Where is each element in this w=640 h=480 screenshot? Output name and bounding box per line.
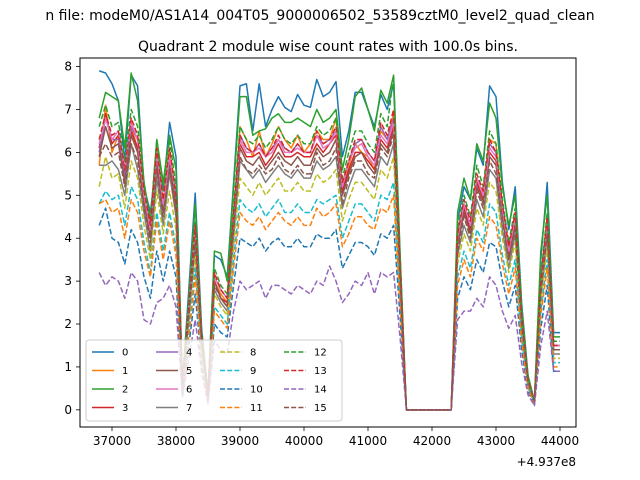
series-line-14 [98, 265, 560, 411]
y-tick-label: 7 [64, 102, 72, 116]
y-tick-label: 3 [64, 274, 72, 288]
legend-label-0: 0 [122, 348, 128, 359]
x-axis: 37000 38000 39000 40000 41000 42000 43000 44000 [93, 427, 579, 448]
x-tick-label: 43000 [477, 434, 515, 448]
series-layer [98, 70, 560, 411]
legend-label-12: 12 [314, 348, 327, 359]
series-line-10 [98, 207, 560, 411]
series-line-15 [98, 134, 560, 411]
legend-label-1: 1 [122, 366, 128, 377]
series-line-11 [98, 194, 560, 411]
legend-label-13: 13 [314, 366, 327, 377]
series-line-0 [98, 70, 560, 411]
legend-label-10: 10 [250, 385, 263, 396]
figure-suptitle: n file: modeM0/AS1A14_004T05_9000006502_… [45, 8, 594, 24]
y-tick-label: 4 [64, 231, 72, 245]
series-line-2 [98, 72, 560, 411]
y-tick-label: 8 [64, 60, 72, 74]
chart-title: Quadrant 2 module wise count rates with … [138, 39, 518, 55]
y-axis: 0 1 2 3 4 5 6 7 8 [64, 60, 80, 417]
series-line-13 [98, 108, 560, 411]
y-tick-label: 1 [64, 360, 72, 374]
legend-label-4: 4 [186, 348, 192, 359]
legend-label-5: 5 [186, 366, 192, 377]
legend-label-8: 8 [250, 348, 256, 359]
legend-label-15: 15 [314, 403, 327, 414]
x-tick-label: 44000 [541, 434, 579, 448]
y-tick-label: 5 [64, 188, 72, 202]
legend-label-2: 2 [122, 385, 128, 396]
y-tick-label: 6 [64, 145, 72, 159]
legend-label-9: 9 [250, 366, 256, 377]
x-offset-label: +4.937e8 [517, 455, 576, 469]
series-line-9 [98, 181, 560, 411]
x-tick-label: 42000 [413, 434, 451, 448]
x-tick-label: 41000 [349, 434, 387, 448]
legend-label-11: 11 [250, 403, 263, 414]
y-tick-label: 2 [64, 317, 72, 331]
x-tick-label: 37000 [93, 434, 131, 448]
x-tick-label: 40000 [285, 434, 323, 448]
legend-label-3: 3 [122, 403, 128, 414]
legend-label-7: 7 [186, 403, 192, 414]
plot-frame [79, 57, 577, 428]
x-tick-label: 38000 [157, 434, 195, 448]
x-tick-label: 39000 [221, 434, 259, 448]
y-tick-label: 0 [64, 403, 72, 417]
legend-label-14: 14 [314, 385, 327, 396]
legend-label-6: 6 [186, 385, 192, 396]
legend-box [85, 339, 343, 422]
